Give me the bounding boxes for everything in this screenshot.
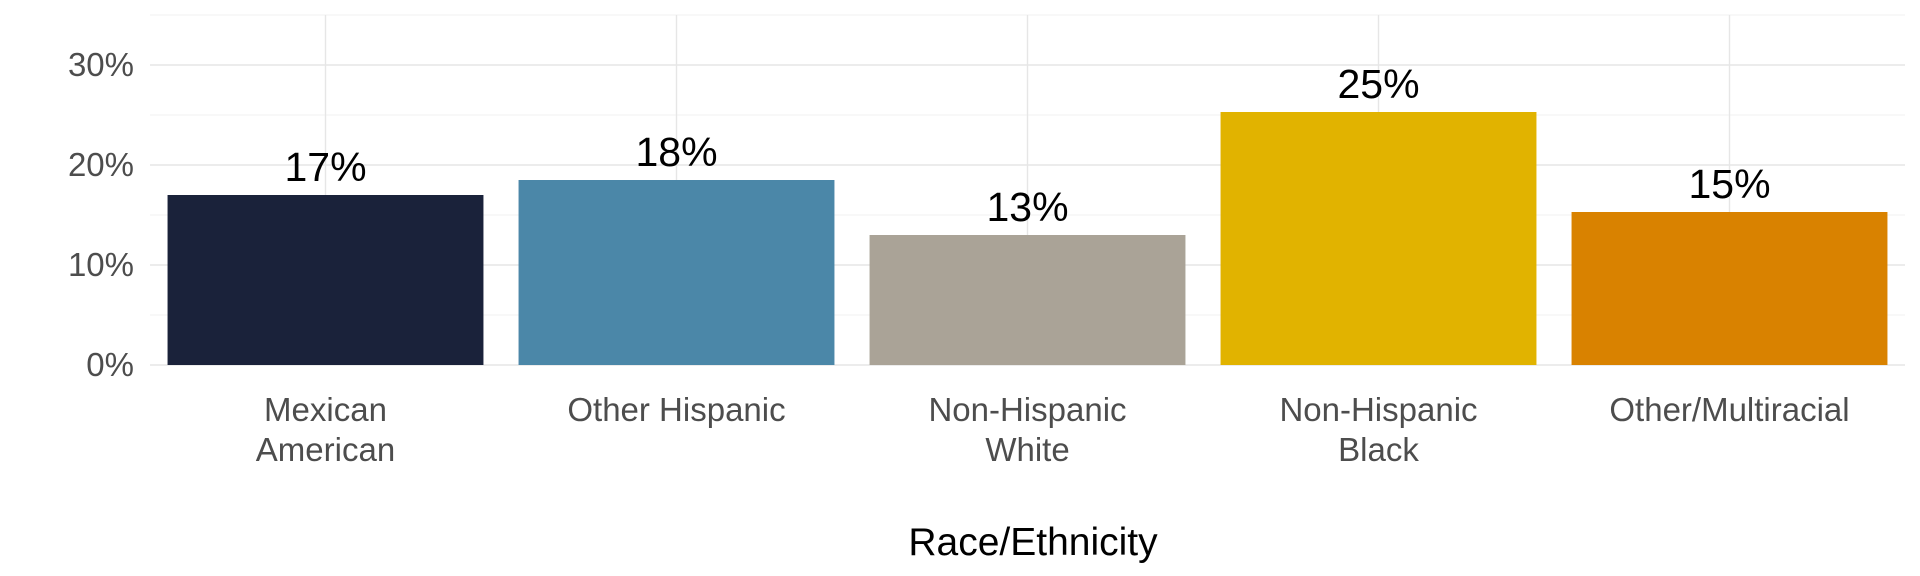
bar: [1220, 112, 1537, 365]
x-tick-label: Other/Multiracial: [1609, 391, 1849, 428]
bar-value-label: 13%: [986, 184, 1068, 230]
x-tick-label: Non-Hispanic White: [928, 391, 1126, 468]
x-tick-label: Mexican American: [256, 391, 395, 468]
y-axis-tick-labels: 0% 10% 20% 30%: [68, 46, 134, 383]
bar: [518, 180, 835, 365]
bar-value-label: 25%: [1337, 61, 1419, 107]
y-tick-label: 20%: [68, 146, 134, 183]
bar-value-label: 15%: [1688, 161, 1770, 207]
bar: [869, 235, 1186, 365]
bar: [167, 195, 484, 365]
bar-value-label: 18%: [635, 129, 717, 175]
x-tick-label: Other Hispanic: [567, 391, 785, 428]
bar: [1571, 212, 1888, 365]
bars: [167, 112, 1888, 365]
y-tick-label: 10%: [68, 246, 134, 283]
x-axis-tick-labels: Mexican American Other Hispanic Non-Hispani…: [256, 391, 1850, 468]
data-labels: 17% 18% 13% 25% 15%: [284, 61, 1770, 230]
bar-value-label: 17%: [284, 144, 366, 190]
x-tick-label: Non-Hispanic Black: [1279, 391, 1477, 468]
y-tick-label: 30%: [68, 46, 134, 83]
y-tick-label: 0%: [86, 346, 134, 383]
x-axis-title: Race/Ethnicity: [908, 521, 1158, 564]
